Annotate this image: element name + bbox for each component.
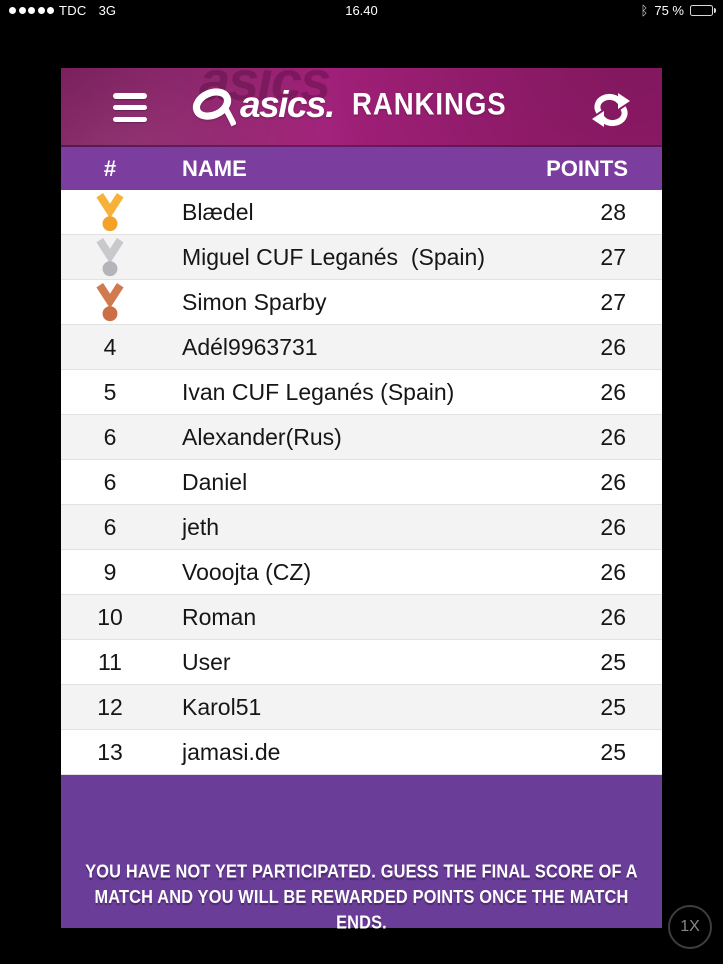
table-row: 10 Roman 26 bbox=[61, 595, 662, 640]
player-name: Blædel bbox=[182, 198, 254, 225]
table-row: Miguel CUF Leganés (Spain) 27 bbox=[61, 235, 662, 280]
rank-label: 4 bbox=[103, 333, 117, 360]
table-row: 11 User 25 bbox=[61, 640, 662, 685]
player-points: 26 bbox=[600, 558, 626, 585]
asics-rankings-app: asics asics. RANKINGS bbox=[61, 68, 662, 933]
rank-label: 6 bbox=[103, 423, 117, 450]
network-type-label: 3G bbox=[98, 2, 116, 18]
points-column-header: POINTS bbox=[546, 155, 628, 181]
name-column-header: NAME bbox=[182, 155, 247, 181]
asics-swoosh-icon bbox=[192, 88, 236, 127]
player-points: 27 bbox=[600, 243, 626, 270]
brand-wordmark: asics. bbox=[240, 84, 335, 125]
table-row: 6 Alexander(Rus) 26 bbox=[61, 415, 662, 460]
player-name: Daniel bbox=[182, 468, 248, 495]
table-row: 5 Ivan CUF Leganés (Spain) 26 bbox=[61, 370, 662, 415]
carrier-label: TDC bbox=[59, 2, 87, 18]
menu-button[interactable] bbox=[113, 93, 147, 122]
table-row: 9 Vooojta (CZ) 26 bbox=[61, 550, 662, 595]
display-scale-label: 1X bbox=[680, 918, 700, 935]
participation-message: YOU HAVE NOT YET PARTICIPATED. GUESS THE… bbox=[73, 859, 650, 935]
player-name: Adél9963731 bbox=[182, 333, 318, 360]
page-title: RANKINGS bbox=[351, 87, 507, 122]
player-points: 26 bbox=[600, 513, 626, 540]
table-row: 12 Karol51 25 bbox=[61, 685, 662, 730]
rank-label: 10 bbox=[97, 603, 123, 630]
rank-label: 6 bbox=[103, 513, 117, 540]
player-points: 25 bbox=[600, 648, 626, 675]
table-row: Simon Sparby 27 bbox=[61, 280, 662, 325]
player-name: Simon Sparby bbox=[182, 288, 327, 315]
table-row: 4 Adél9963731 26 bbox=[61, 325, 662, 370]
player-points: 25 bbox=[600, 738, 626, 765]
app-header: asics asics. RANKINGS bbox=[61, 68, 662, 147]
battery-icon bbox=[690, 4, 716, 16]
player-points: 27 bbox=[600, 288, 626, 315]
player-points: 26 bbox=[600, 468, 626, 495]
player-points: 28 bbox=[600, 198, 626, 225]
player-name: Roman bbox=[182, 603, 257, 630]
refresh-button[interactable] bbox=[590, 90, 632, 132]
app-footer: YOU HAVE NOT YET PARTICIPATED. GUESS THE… bbox=[61, 775, 662, 933]
table-header: # NAME POINTS bbox=[61, 147, 662, 190]
participation-message-line2: MATCH AND YOU WILL BE REWARDED POINTS ON… bbox=[94, 886, 629, 933]
rank-label: 11 bbox=[98, 648, 122, 675]
player-name: User bbox=[182, 648, 231, 675]
rank-column-header: # bbox=[103, 155, 117, 181]
status-right: ᛒ 75 % bbox=[641, 0, 716, 20]
player-name: jeth bbox=[182, 513, 220, 540]
refresh-icon bbox=[592, 93, 630, 127]
table-row: 6 Daniel 26 bbox=[61, 460, 662, 505]
battery-percent-label: 75 % bbox=[654, 2, 684, 18]
status-bar: TDC 3G 16.40 ᛒ 75 % bbox=[0, 0, 723, 20]
rankings-table-body[interactable]: Blædel 28 Miguel CUF Leganés (Spain) 27 … bbox=[61, 190, 662, 775]
player-points: 26 bbox=[600, 423, 626, 450]
status-left: TDC 3G bbox=[9, 0, 116, 20]
player-name: Ivan CUF Leganés (Spain) bbox=[182, 378, 455, 405]
player-name: jamasi.de bbox=[182, 738, 281, 765]
table-row: 6 jeth 26 bbox=[61, 505, 662, 550]
player-name: Alexander(Rus) bbox=[182, 423, 342, 450]
player-name: Vooojta (CZ) bbox=[182, 558, 312, 585]
participation-message-line1: YOU HAVE NOT YET PARTICIPATED. GUESS THE… bbox=[85, 861, 638, 883]
rank-label: 12 bbox=[97, 693, 123, 720]
player-points: 26 bbox=[600, 603, 626, 630]
rank-label: 6 bbox=[103, 468, 117, 495]
table-row: 13 jamasi.de 25 bbox=[61, 730, 662, 775]
display-scale-button[interactable]: 1X bbox=[668, 905, 712, 949]
rank-label: 9 bbox=[103, 558, 117, 585]
bronze-medal-icon bbox=[61, 281, 159, 323]
bluetooth-icon: ᛒ bbox=[640, 2, 649, 18]
rank-label: 13 bbox=[97, 738, 123, 765]
signal-strength-icon bbox=[9, 6, 54, 14]
table-row: Blædel 28 bbox=[61, 190, 662, 235]
player-points: 25 bbox=[600, 693, 626, 720]
rank-label: 5 bbox=[103, 378, 117, 405]
player-points: 26 bbox=[600, 378, 626, 405]
player-name: Karol51 bbox=[182, 693, 262, 720]
clock: 16.40 bbox=[345, 3, 378, 18]
silver-medal-icon bbox=[61, 236, 159, 278]
gold-medal-icon bbox=[61, 191, 159, 233]
player-points: 26 bbox=[600, 333, 626, 360]
player-name: Miguel CUF Leganés (Spain) bbox=[182, 243, 485, 270]
asics-logo: asics. RANKINGS bbox=[188, 82, 520, 128]
